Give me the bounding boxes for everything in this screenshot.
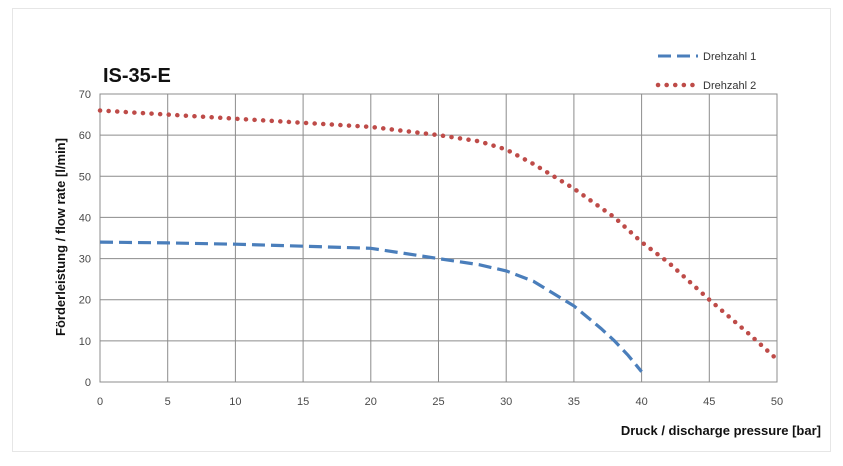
y-tick-label: 30 xyxy=(79,254,91,266)
line-chart: IS-35-E 0 5 10 15 20 25 30 35 40 45 50 0 10 20 30 40 50… xyxy=(53,51,821,438)
x-tick-label: 20 xyxy=(365,396,377,408)
x-tick-label: 40 xyxy=(635,396,647,408)
plot-border xyxy=(99,93,778,383)
y-tick-label: 10 xyxy=(79,336,91,348)
y-tick-label: 20 xyxy=(79,295,91,307)
legend: Drehzahl 1 Drehzahl 2 xyxy=(655,51,756,92)
y-tick-label: 70 xyxy=(79,89,91,101)
chart-frame: IS-35-E 0 5 10 15 20 25 30 35 40 45 50 0 10 20 30 40 50… xyxy=(12,8,831,452)
y-axis-label: Förderleistung / flow rate [l/min] xyxy=(53,138,68,336)
x-tick-label: 10 xyxy=(229,396,241,408)
x-tick-label: 45 xyxy=(703,396,715,408)
x-tick-label: 30 xyxy=(500,396,512,408)
x-tick-label: 50 xyxy=(771,396,783,408)
series-line-2 xyxy=(97,108,780,362)
y-tick-label: 60 xyxy=(79,130,91,142)
legend-label-drehzahl-2: Drehzahl 2 xyxy=(703,80,756,92)
series-line-1 xyxy=(99,240,643,373)
x-tick-label: 5 xyxy=(165,396,171,408)
y-tick-label: 40 xyxy=(79,212,91,224)
series-layer xyxy=(97,108,780,373)
x-tick-label: 25 xyxy=(432,396,444,408)
y-tick-labels: 0 10 20 30 40 50 60 70 xyxy=(79,89,91,389)
x-tick-label: 15 xyxy=(297,396,309,408)
x-tick-label: 0 xyxy=(97,396,103,408)
x-axis-label: Druck / discharge pressure [bar] xyxy=(621,423,821,438)
x-tick-labels: 0 5 10 15 20 25 30 35 40 45 50 xyxy=(97,396,783,408)
x-tick-label: 35 xyxy=(568,396,580,408)
y-tick-label: 50 xyxy=(79,171,91,183)
y-tick-label: 0 xyxy=(85,377,91,389)
legend-label-drehzahl-1: Drehzahl 1 xyxy=(703,51,756,63)
chart-title: IS-35-E xyxy=(103,65,171,87)
grid xyxy=(99,93,778,383)
